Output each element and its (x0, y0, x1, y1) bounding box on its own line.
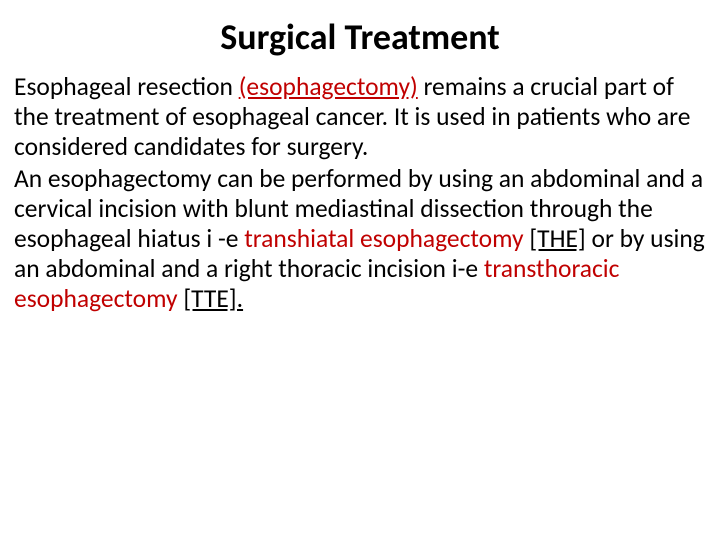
slide-body: Esophageal resection (esophagectomy) rem… (14, 72, 706, 315)
p2-term-transhiatal: transhiatal esophagectomy (244, 223, 529, 254)
paragraph-2: An esophagectomy can be performed by usi… (14, 164, 706, 314)
slide-title: Surgical Treatment (14, 18, 706, 58)
slide: Surgical Treatment Esophageal resection … (0, 0, 720, 540)
p1-term-esophagectomy: (esophagectomy) (239, 71, 418, 102)
p2-abbrev-the: [THE] (529, 223, 585, 254)
p1-intro: Esophageal resection (14, 71, 239, 102)
p2-abbrev-tte: [TTE]. (183, 283, 243, 314)
paragraph-1: Esophageal resection (esophagectomy) rem… (14, 72, 706, 162)
